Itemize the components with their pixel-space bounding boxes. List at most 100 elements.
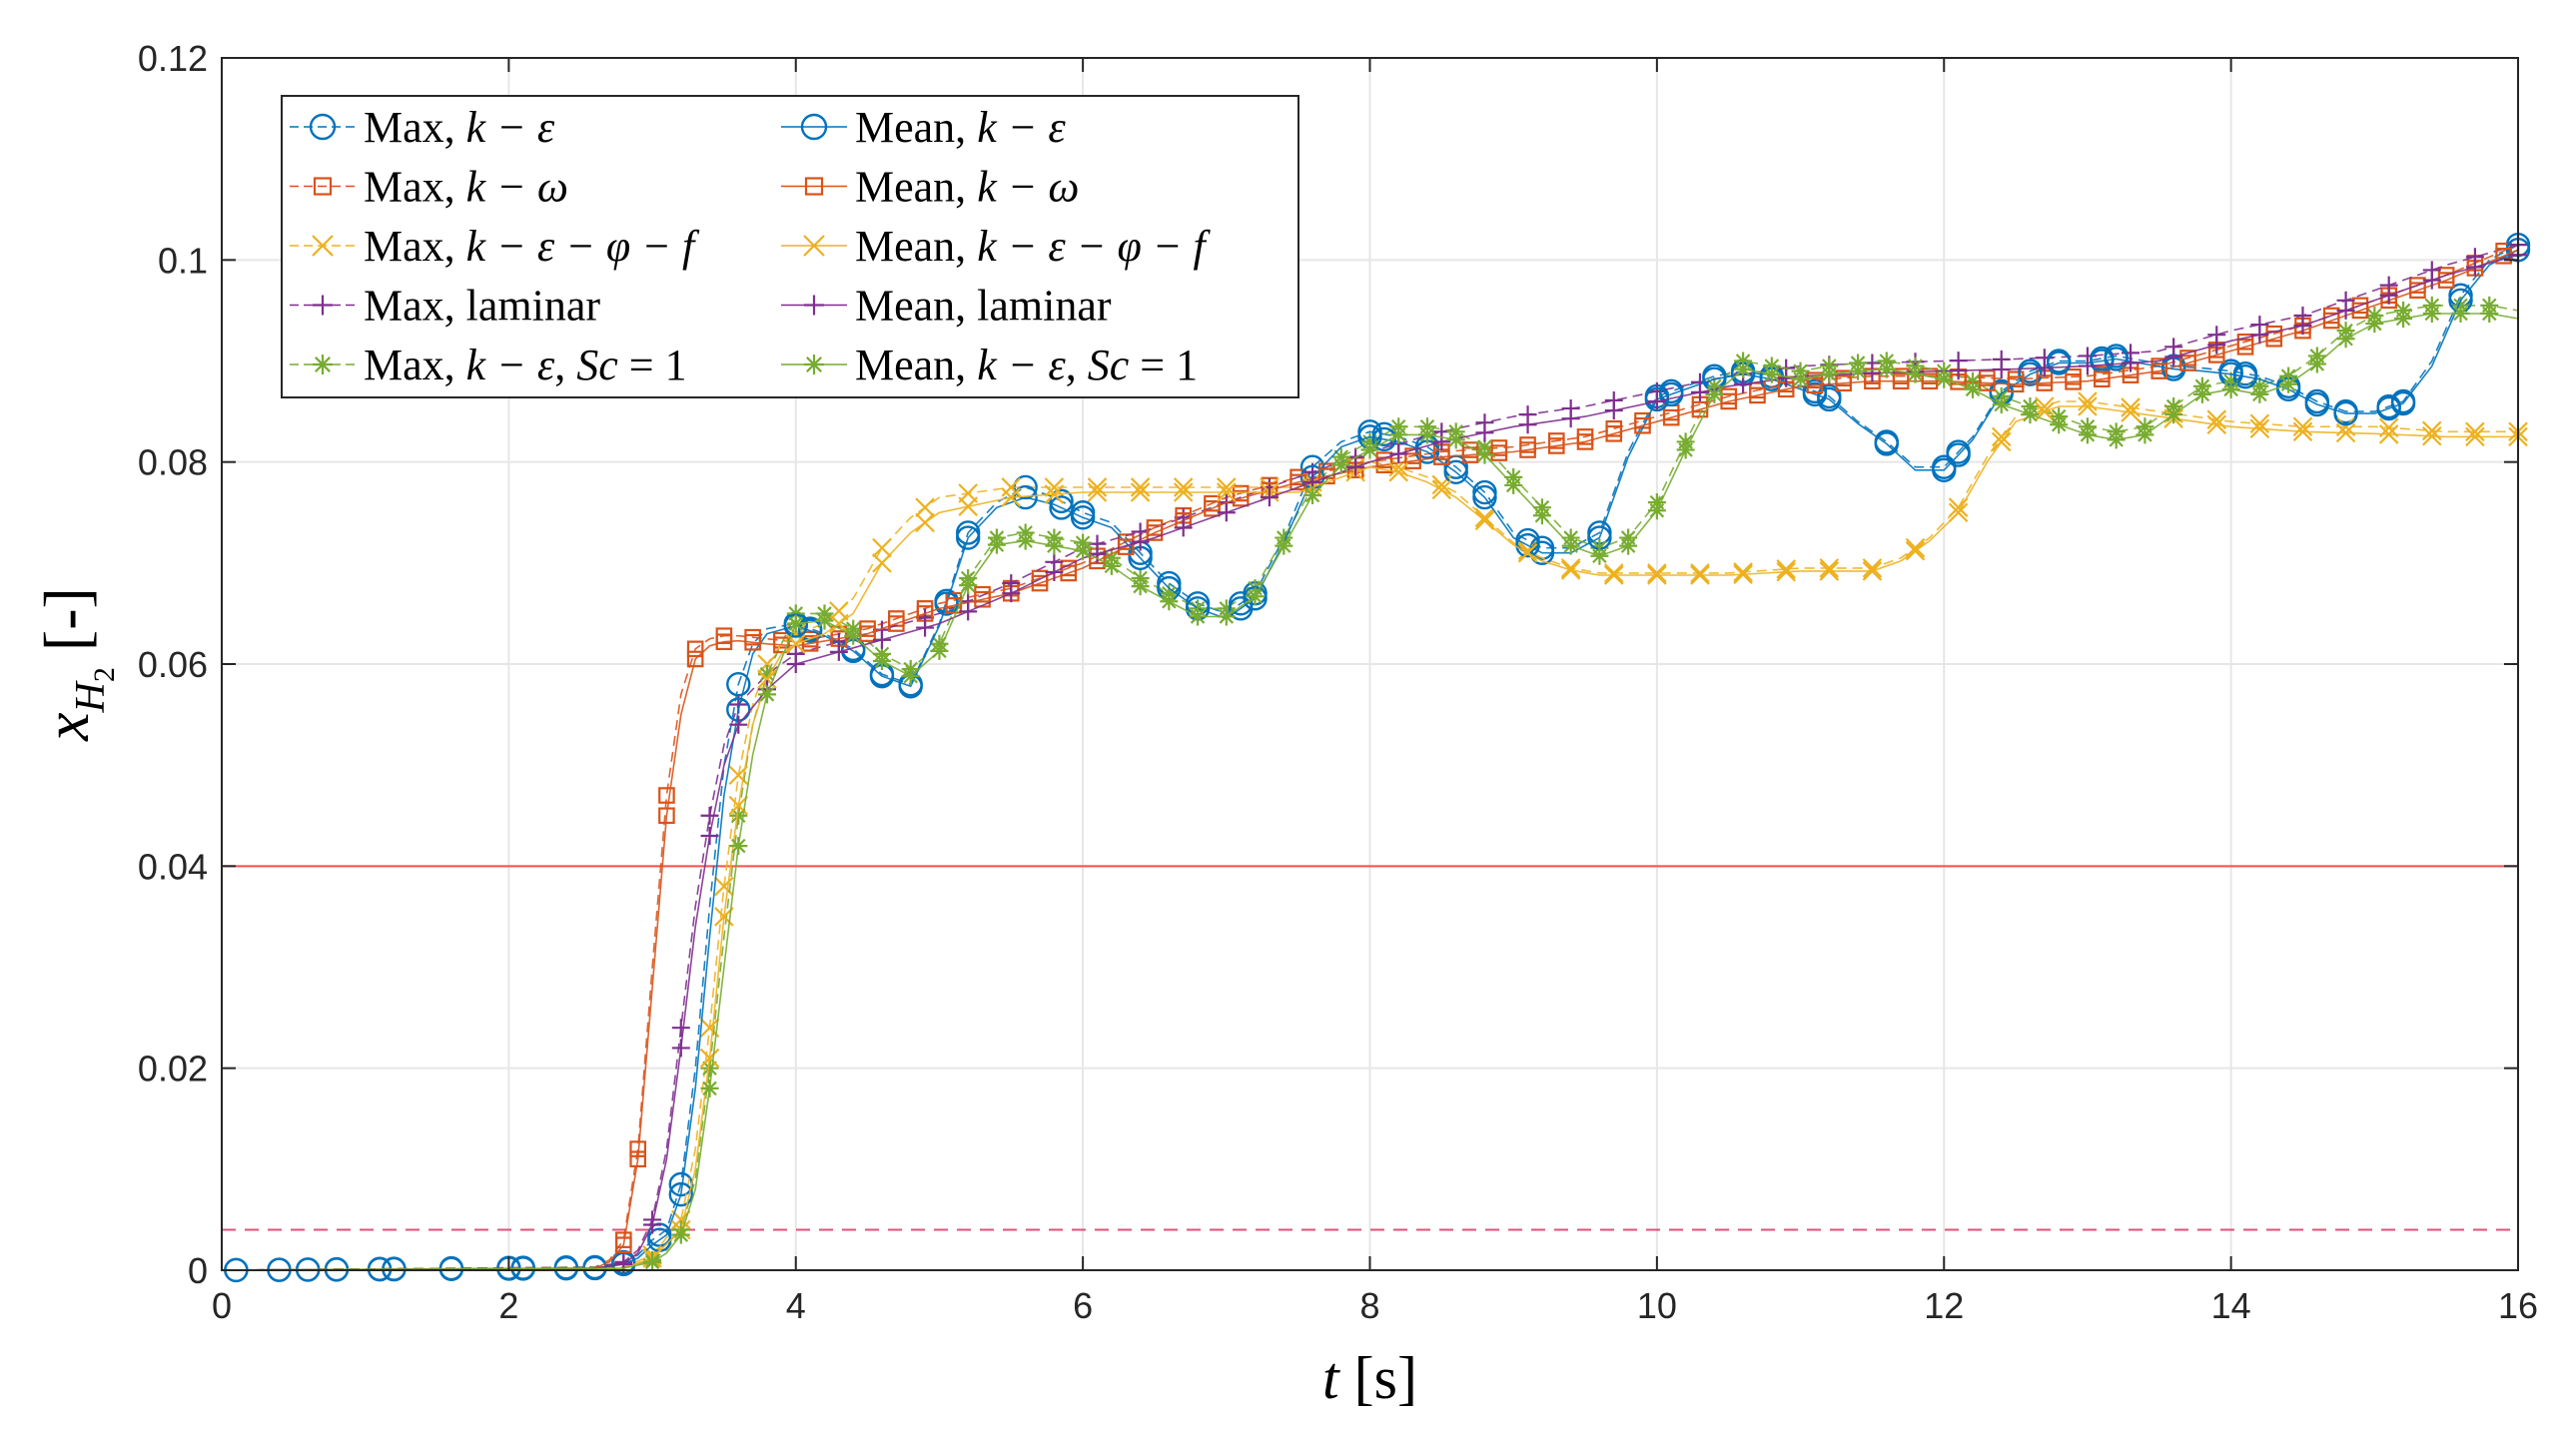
- marker-mean-k-epsilon-60: [2376, 395, 2401, 421]
- marker-mean-laminar-40: [2250, 326, 2269, 345]
- marker-max-k-epsilon-phi-f-27: [1690, 563, 1710, 583]
- marker-mean-k-epsilon-sc1-58: [2307, 355, 2326, 373]
- legend-item-mean-k-omega[interactable]: Mean, k − ω: [781, 163, 1079, 212]
- legend-item-max-k-omega[interactable]: Max, k − ω: [290, 163, 568, 212]
- marker-mean-k-epsilon-phi-f-2: [699, 1048, 720, 1069]
- marker-mean-k-epsilon-phi-f-23: [1517, 542, 1538, 563]
- marker-mean-laminar-23: [1518, 415, 1537, 434]
- marker-mean-k-omega-25: [1318, 467, 1335, 485]
- marker-mean-k-epsilon-sc1-49: [2050, 415, 2069, 434]
- marker-mean-k-epsilon-sc1-55: [2221, 379, 2240, 398]
- marker-mean-laminar-4: [729, 715, 748, 734]
- marker-mean-k-epsilon-phi-f-16: [1217, 482, 1237, 502]
- reference-lines: [222, 865, 2518, 1231]
- marker-mean-k-epsilon-sc1-5: [786, 614, 805, 633]
- y-axis-label: xH2 [-]: [31, 587, 121, 742]
- series-line-max-k-epsilon: [221, 244, 2519, 1271]
- marker-max-k-epsilon-phi-f-29: [1776, 559, 1796, 579]
- marker-mean-k-omega-63: [2409, 282, 2426, 299]
- marker-mean-k-epsilon-phi-f-27: [1690, 565, 1710, 585]
- marker-mean-laminar-33: [1949, 361, 1968, 380]
- marker-mean-k-epsilon-phi-f-11: [1001, 487, 1022, 507]
- marker-mean-k-epsilon-sc1-44: [1906, 364, 1925, 383]
- marker-mean-laminar-15: [1174, 518, 1193, 537]
- legend-item-max-k-epsilon-sc1[interactable]: Max, k − ε, Sc = 1: [290, 341, 687, 389]
- marker-mean-laminar-42: [2336, 301, 2355, 320]
- marker-mean-k-epsilon-sc1-62: [2422, 304, 2441, 323]
- legend-item-mean-k-epsilon-sc1[interactable]: Mean, k − ε, Sc = 1: [781, 341, 1198, 389]
- marker-mean-k-epsilon-sc1-35: [1647, 501, 1666, 520]
- legend-label-max-k-omega: Max, k − ω: [364, 163, 568, 212]
- legend-marker-max-k-epsilon-sc1: [313, 355, 333, 374]
- marker-mean-k-epsilon-sc1-17: [1131, 577, 1150, 596]
- legend-item-mean-k-epsilon-phi-f[interactable]: Mean, k − ε − φ − f: [781, 222, 1211, 271]
- marker-mean-k-omega-60: [2322, 312, 2340, 330]
- marker-max-k-epsilon-23: [1049, 488, 1074, 514]
- marker-mean-laminar-31: [1863, 363, 1882, 382]
- marker-mean-k-omega-0: [615, 1236, 632, 1254]
- marker-max-k-epsilon-phi-f-45: [2465, 421, 2485, 442]
- marker-max-k-epsilon-sc1-3: [729, 806, 748, 825]
- legend[interactable]: Max, k − ε Max, k − ω Max, k − ε − φ − f Ma…: [281, 95, 1299, 398]
- marker-mean-k-omega-35: [1605, 425, 1623, 442]
- legend-marker-mean-k-epsilon-phi-f: [803, 235, 825, 257]
- marker-mean-k-omega-34: [1576, 433, 1594, 450]
- marker-mean-k-epsilon-sc1-46: [1963, 379, 1982, 398]
- marker-mean-k-omega-18: [1117, 538, 1135, 555]
- marker-mean-k-epsilon-phi-f-33: [1948, 502, 1969, 523]
- legend-item-max-laminar[interactable]: Max, laminar: [290, 282, 600, 331]
- marker-max-k-epsilon-14: [726, 672, 751, 697]
- marker-mean-k-epsilon-37: [1529, 540, 1555, 565]
- marker-mean-k-epsilon-phi-f-34: [1991, 431, 2012, 452]
- marker-mean-k-epsilon-sc1-50: [2078, 425, 2097, 444]
- x-tick-label-0: 0: [212, 1285, 232, 1326]
- legend-marker-max-laminar: [313, 295, 333, 316]
- x-tick-label-8: 16: [2498, 1285, 2538, 1326]
- legend-item-mean-k-epsilon[interactable]: Mean, k − ε: [781, 103, 1066, 152]
- marker-mean-k-epsilon-sc1-34: [1619, 536, 1638, 555]
- marker-max-k-epsilon-phi-f-8: [872, 537, 892, 558]
- marker-mean-k-epsilon-phi-f-28: [1733, 564, 1753, 584]
- marker-mean-k-omega-46: [1921, 372, 1939, 390]
- marker-mean-k-epsilon-sc1-24: [1331, 455, 1350, 474]
- marker-mean-k-epsilon-phi-f-40: [2249, 418, 2270, 439]
- marker-mean-laminar-20: [1389, 444, 1408, 463]
- marker-max-k-omega-3: [686, 640, 704, 658]
- marker-mean-k-epsilon-phi-f-30: [1819, 561, 1840, 581]
- marker-mean-k-epsilon-sc1-20: [1217, 607, 1236, 626]
- marker-mean-k-epsilon-phi-f-26: [1647, 565, 1667, 585]
- marker-mean-k-epsilon-sc1-64: [2480, 304, 2499, 323]
- legend-item-max-k-epsilon[interactable]: Max, k − ε: [290, 103, 555, 152]
- marker-mean-k-epsilon-sc1-48: [2021, 405, 2040, 424]
- marker-mean-k-omega-4: [715, 633, 733, 651]
- y-tick-label-6: 0.12: [138, 38, 208, 79]
- marker-mean-k-epsilon-sc1-13: [1016, 531, 1035, 550]
- legend-label-mean-k-omega: Mean, k − ω: [855, 163, 1079, 212]
- legend-item-max-k-epsilon-phi-f[interactable]: Max, k − ε − φ − f: [290, 222, 700, 271]
- marker-mean-k-epsilon-phi-f-37: [2121, 402, 2141, 422]
- marker-max-k-epsilon-phi-f-32: [1905, 537, 1926, 558]
- marker-mean-k-epsilon-56: [2232, 363, 2258, 389]
- marker-max-k-epsilon-phi-f-22: [1474, 507, 1495, 528]
- marker-mean-k-epsilon-sc1-14: [1045, 536, 1064, 555]
- marker-mean-k-epsilon-sc1-33: [1590, 546, 1609, 565]
- legend-item-mean-laminar[interactable]: Mean, laminar: [781, 282, 1112, 331]
- marker-mean-k-epsilon-61: [2390, 390, 2416, 416]
- marker-mean-k-omega-12: [945, 597, 963, 614]
- marker-mean-laminar-3: [700, 826, 719, 845]
- marker-mean-laminar-22: [1475, 423, 1494, 442]
- marker-mean-laminar-25: [1604, 401, 1623, 420]
- marker-mean-k-epsilon-sc1-63: [2451, 304, 2470, 323]
- legend-marker-max-k-epsilon: [309, 113, 337, 141]
- y-tick-label-0: 0: [188, 1250, 208, 1291]
- marker-mean-k-omega-55: [2179, 355, 2196, 371]
- marker-mean-k-omega-31: [1490, 444, 1508, 461]
- marker-mean-k-epsilon-48: [1946, 442, 1971, 467]
- marker-mean-k-omega-39: [1720, 392, 1738, 410]
- marker-mean-k-epsilon-35: [1472, 484, 1497, 510]
- marker-max-k-epsilon-phi-f-31: [1862, 558, 1883, 578]
- marker-mean-k-omega-13: [974, 590, 991, 608]
- marker-mean-k-omega-2: [658, 807, 675, 825]
- marker-max-k-epsilon-phi-f-13: [1087, 477, 1108, 497]
- marker-mean-k-epsilon-phi-f-32: [1905, 540, 1926, 561]
